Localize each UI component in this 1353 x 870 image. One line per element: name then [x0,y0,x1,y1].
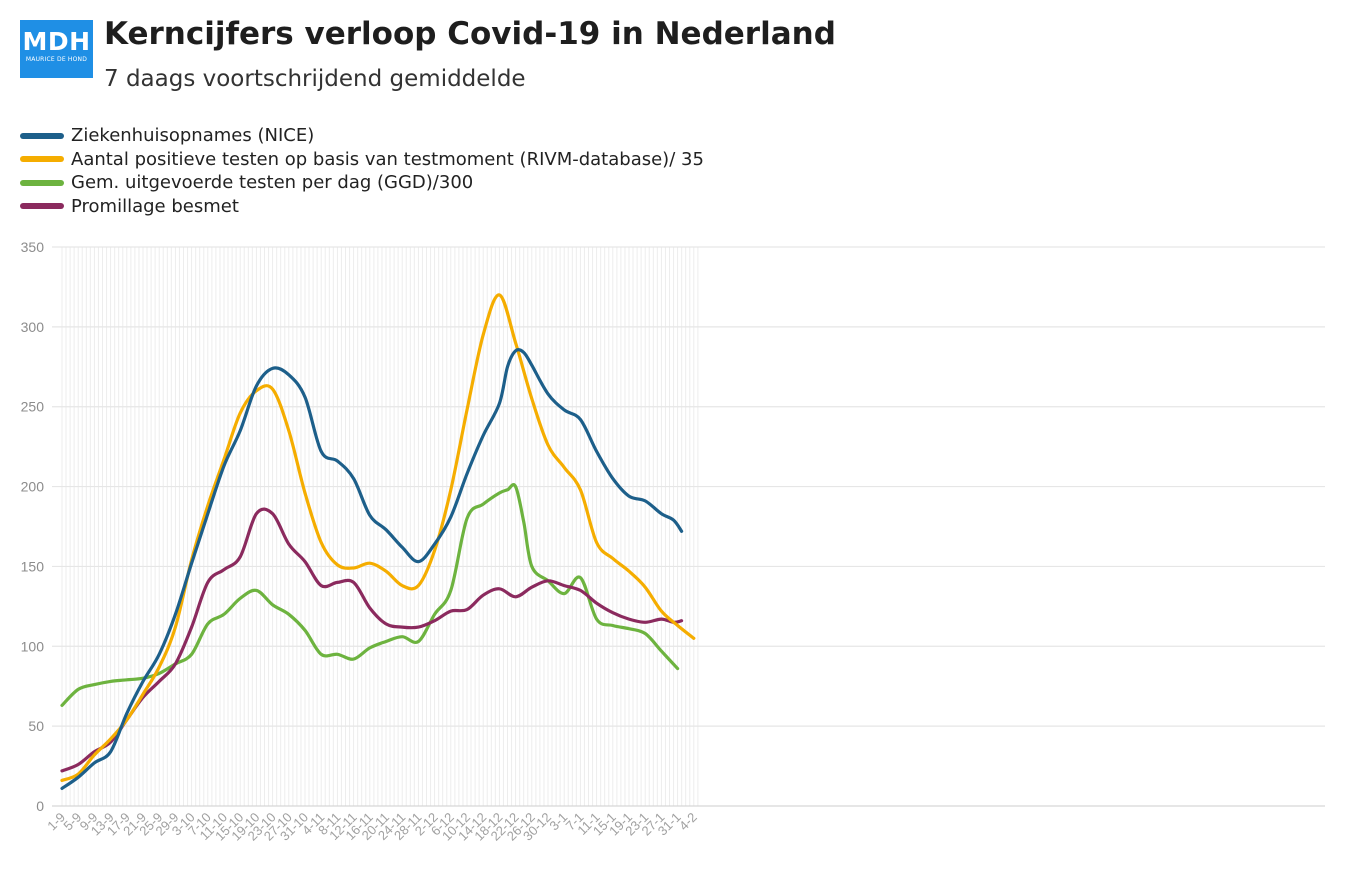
legend-swatch [20,203,64,210]
y-tick-label: 300 [21,319,45,335]
mdh-logo: MDH MAURICE DE HOND [20,20,93,78]
series-line-uitgevoerde-testen [60,483,680,707]
legend-label: Aantal positieve testen op basis van tes… [71,148,704,170]
horizontal-gridlines [52,246,1325,807]
legend-label: Ziekenhuisopnames (NICE) [71,125,315,147]
y-tick-label: 350 [21,239,45,255]
legend-item-positieve-testen: Aantal positieve testen op basis van tes… [20,148,704,172]
vertical-gridlines [61,247,699,806]
legend-swatch [20,179,64,186]
chart-title: Kerncijfers verloop Covid-19 in Nederlan… [104,16,836,52]
x-tick-label: 4-2 [676,810,700,834]
logo-text: MDH [22,27,91,56]
series-line-ziekenhuisopnames [60,348,684,790]
y-tick-label: 200 [21,479,45,495]
y-tick-label: 50 [28,718,44,734]
y-tick-label: 150 [21,558,45,574]
y-axis-tick-labels: 0 50 100 150 200 250 300 350 [21,239,45,814]
logo-subtext: MAURICE DE HOND [25,56,88,63]
y-tick-label: 100 [21,638,45,654]
legend-item-uitgevoerde-testen: Gem. uitgevoerde testen per dag (GGD)/30… [20,171,704,195]
y-tick-label: 0 [36,798,44,814]
legend-label: Gem. uitgevoerde testen per dag (GGD)/30… [71,172,474,194]
legend-item-ziekenhuisopnames: Ziekenhuisopnames (NICE) [20,124,704,148]
y-tick-label: 250 [21,399,45,415]
legend-item-promillage-besmet: Promillage besmet [20,195,704,219]
series-line-positieve-testen [60,293,696,782]
legend: Ziekenhuisopnames (NICE) Aantal positiev… [20,124,704,218]
series-lines [60,293,696,790]
chart-subtitle: 7 daags voortschrijdend gemiddelde [104,66,526,92]
legend-swatch [20,156,64,163]
x-axis-tick-labels: 1-95-99-913-917-921-925-929-93-107-1011-… [44,810,700,844]
series-line-promillage-besmet [60,507,684,773]
legend-swatch [20,132,64,139]
legend-label: Promillage besmet [71,195,239,217]
